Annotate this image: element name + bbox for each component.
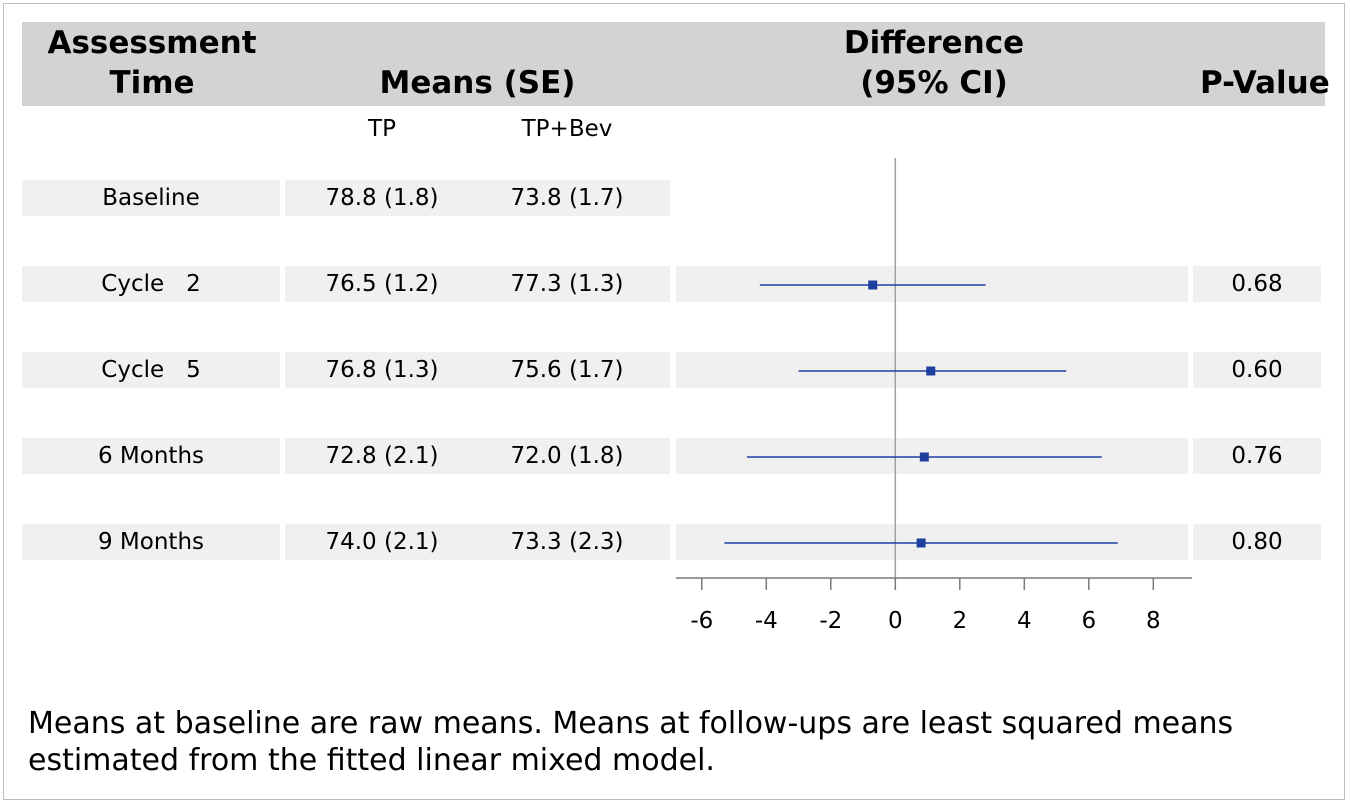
subheader-tp: TP xyxy=(368,116,396,142)
header-means: Means (SE) xyxy=(379,65,576,101)
header-pvalue: P-Value xyxy=(1200,65,1330,101)
row-mean-tpbev: 75.6 (1.7) xyxy=(510,357,624,383)
row-mean-tpbev: 77.3 (1.3) xyxy=(510,271,624,297)
row-mean-tpbev: 72.0 (1.8) xyxy=(510,443,624,469)
header-difference-line2: (95% CI) xyxy=(860,65,1008,101)
row-band-plot xyxy=(676,524,1188,560)
row-band-pvalue xyxy=(1193,524,1321,560)
estimate-marker xyxy=(916,538,926,548)
x-tick-label: 2 xyxy=(952,608,967,634)
row-label: Cycle 2 xyxy=(101,271,201,297)
row-label: 9 Months xyxy=(97,529,204,555)
row-band-label xyxy=(22,352,280,388)
row-band-means xyxy=(285,266,670,302)
header-assessment-line2: Time xyxy=(109,65,195,101)
row-mean-tp: 74.0 (2.1) xyxy=(325,529,439,555)
row-mean-tp: 78.8 (1.8) xyxy=(325,185,439,211)
row-mean-tpbev: 73.8 (1.7) xyxy=(510,185,624,211)
x-tick-label: -6 xyxy=(690,608,713,634)
row-band-means xyxy=(285,352,670,388)
figure-frame xyxy=(3,3,1345,800)
row-band-label xyxy=(22,524,280,560)
row-band-means xyxy=(285,438,670,474)
row-band-label xyxy=(22,438,280,474)
row-band-label xyxy=(22,266,280,302)
row-band-means xyxy=(285,524,670,560)
x-tick-label: 4 xyxy=(1017,608,1032,634)
x-tick-label: -4 xyxy=(755,608,778,634)
header-difference-line1: Difference xyxy=(843,25,1025,61)
row-label: Baseline xyxy=(102,185,200,211)
row-band-plot xyxy=(676,438,1188,474)
estimate-marker xyxy=(868,280,878,290)
row-label: Cycle 5 xyxy=(101,357,201,383)
row-band-pvalue xyxy=(1193,438,1321,474)
estimate-marker xyxy=(926,366,936,376)
x-tick-label: 6 xyxy=(1081,608,1096,634)
row-band-pvalue xyxy=(1193,352,1321,388)
x-tick-label: 0 xyxy=(888,608,903,634)
row-band-means xyxy=(285,180,670,216)
row-label: 6 Months xyxy=(97,443,204,469)
x-tick-label: -2 xyxy=(819,608,842,634)
row-pvalue: 0.68 xyxy=(1231,271,1283,297)
row-mean-tp: 76.5 (1.2) xyxy=(325,271,439,297)
row-pvalue: 0.60 xyxy=(1231,357,1283,383)
row-mean-tp: 72.8 (2.1) xyxy=(325,443,439,469)
row-mean-tp: 76.8 (1.3) xyxy=(325,357,439,383)
header-assessment-line1: Assessment xyxy=(47,25,257,61)
footnote: Means at baseline are raw means. Means a… xyxy=(28,706,1234,778)
row-band-label xyxy=(22,180,280,216)
estimate-marker xyxy=(919,452,929,462)
header-band xyxy=(22,22,1325,106)
row-pvalue: 0.80 xyxy=(1231,529,1283,555)
row-band-pvalue xyxy=(1193,266,1321,302)
subheader-tpbev: TP+Bev xyxy=(521,116,613,142)
row-mean-tpbev: 73.3 (2.3) xyxy=(510,529,624,555)
row-pvalue: 0.76 xyxy=(1231,443,1283,469)
x-tick-label: 8 xyxy=(1146,608,1161,634)
row-band-plot xyxy=(676,266,1188,302)
